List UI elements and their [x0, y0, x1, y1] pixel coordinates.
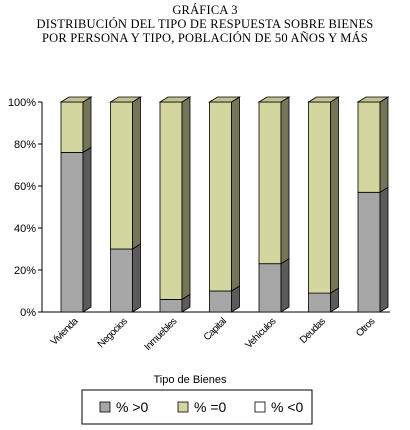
- y-tick-label: 60%: [14, 181, 36, 193]
- bar-segment-eq0: [110, 96, 141, 250]
- x-tick-label: Inmuebles: [143, 316, 180, 353]
- chart-bars: [59, 96, 390, 313]
- bar-segment-gt0: [258, 257, 290, 313]
- bar-segment-eq0: [159, 96, 191, 301]
- x-axis-title: Tipo de Bienes: [154, 374, 227, 386]
- bar-segment-gt0: [308, 287, 339, 313]
- bar-segment-gt0: [209, 285, 240, 313]
- legend-label: % <0: [271, 399, 304, 415]
- legend-swatch: [177, 401, 189, 413]
- legend-item: % <0: [254, 399, 304, 415]
- chart-title-line-1: DISTRIBUCIÓN DEL TIPO DE RESPUESTA SOBRE…: [36, 17, 374, 31]
- bar-segment-gt0: [60, 146, 92, 313]
- x-tick-label: Negocios: [96, 316, 130, 350]
- x-tick-label: Otros: [354, 316, 377, 339]
- bar-top-face: [59, 96, 93, 103]
- legend-swatch: [254, 401, 266, 413]
- legend-swatch: [99, 401, 111, 413]
- bar-top-face: [208, 96, 241, 103]
- y-tick-label: 0%: [20, 307, 36, 319]
- chart-title-number: GRÁFICA 3: [172, 3, 238, 17]
- legend-item: % =0: [177, 399, 227, 415]
- legend-box: [81, 389, 313, 425]
- y-tick-label: 40%: [14, 223, 36, 235]
- legend-item: % >0: [99, 399, 149, 415]
- bar-top-face: [356, 96, 390, 103]
- bar-segment-gt0: [159, 293, 191, 313]
- bar-segment-eq0: [258, 96, 290, 265]
- y-tick-label: 20%: [14, 265, 36, 277]
- legend-label: % >0: [116, 399, 149, 415]
- x-tick-label: Vivienda: [49, 316, 81, 348]
- y-tick-label: 100%: [8, 97, 36, 109]
- x-tick-label: Deudas: [298, 316, 328, 346]
- chart-title-line-2: POR PERSONA Y TIPO, POBLACIÓN DE 50 AÑOS…: [42, 31, 368, 45]
- x-tick-label: Capital: [202, 316, 229, 343]
- x-tick-label: Vehículos: [243, 316, 278, 351]
- bar-segment-eq0: [357, 96, 389, 194]
- bar-segment-eq0: [60, 96, 92, 154]
- bar-segment-gt0: [357, 186, 389, 313]
- bar-top-face: [257, 96, 291, 103]
- y-tick-label: 80%: [14, 139, 36, 151]
- bar-top-face: [307, 96, 340, 103]
- chart-axes: 0% 20% 40% 60% 80% 100%: [8, 97, 390, 319]
- bar-segment-gt0: [110, 243, 141, 313]
- bar-segment-eq0: [209, 96, 240, 292]
- x-tick-labels: Vivienda Negocios Inmuebles Capital Vehículo…: [49, 316, 378, 353]
- chart-titles: GRÁFICA 3 DISTRIBUCIÓN DEL TIPO DE RESPU…: [0, 3, 410, 45]
- chart-legend: % >0 % =0 % <0: [81, 389, 313, 425]
- bar-top-face: [158, 96, 192, 103]
- bar-segment-eq0: [308, 96, 339, 294]
- legend-label: % =0: [194, 399, 227, 415]
- bar-top-face: [109, 96, 142, 103]
